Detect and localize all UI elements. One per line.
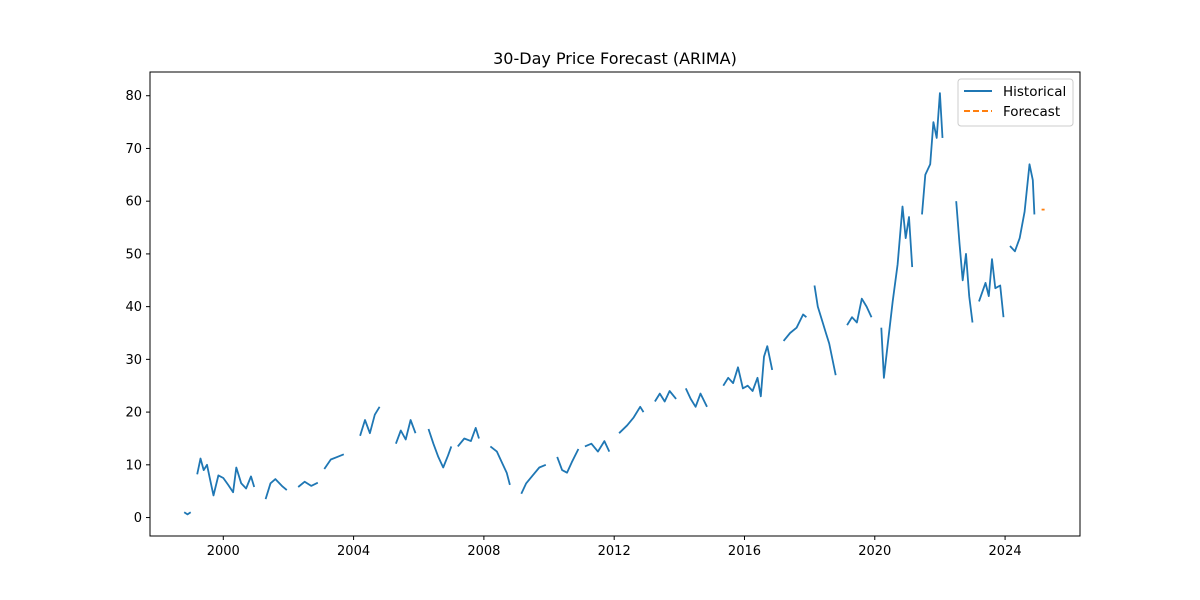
y-tick-label: 80	[125, 89, 142, 104]
historical-line-segment-5	[359, 406, 381, 437]
x-tick-label: 2000	[207, 544, 240, 559]
y-tick-label: 70	[125, 142, 142, 157]
x-tick-label: 2008	[467, 544, 500, 559]
historical-line-segment-10	[520, 463, 547, 495]
historical-line-segment-2	[264, 478, 288, 500]
y-tick-label: 40	[125, 300, 142, 315]
historical-line-segment-12	[584, 440, 611, 453]
historical-line-segment-20	[880, 205, 914, 379]
x-tick-label: 2012	[598, 544, 631, 559]
historical-line-segment-8	[457, 427, 480, 447]
historical-line-segment-24	[1009, 163, 1036, 253]
historical-line-segment-3	[297, 480, 319, 488]
x-tick-label: 2016	[728, 544, 761, 559]
chart-title: 30-Day Price Forecast (ARIMA)	[493, 49, 737, 68]
x-tick-label: 2004	[337, 544, 370, 559]
historical-line-segment-1	[196, 457, 256, 497]
y-tick-label: 20	[125, 406, 142, 421]
y-axis: 0 10 20 30 40 50 60 70 80	[125, 89, 150, 526]
historical-line-segment-14	[654, 390, 677, 403]
y-tick-label: 50	[125, 247, 142, 262]
legend-label-historical: Historical	[1003, 84, 1066, 100]
historical-line-segment-19	[846, 297, 873, 326]
x-tick-label: 2024	[989, 544, 1022, 559]
legend: Historical Forecast	[957, 78, 1074, 127]
y-tick-label: 60	[125, 195, 142, 210]
legend-label-forecast: Forecast	[1003, 104, 1060, 120]
historical-line-segment-13	[618, 405, 645, 434]
historical-line-segment-15	[684, 388, 708, 408]
historical-line-segment-7	[427, 428, 453, 469]
historical-line-segment-0	[183, 511, 192, 516]
historical-line-segment-18	[813, 285, 837, 376]
axes-frame	[149, 71, 1081, 537]
y-tick-label: 0	[134, 511, 142, 526]
historical-line-segment-9	[489, 445, 511, 486]
historical-line-segment-6	[395, 419, 417, 445]
historical-line-segment-23	[978, 258, 1005, 318]
historical-line-segment-11	[556, 448, 580, 474]
historical-line-segment-17	[782, 313, 807, 342]
x-tick-label: 2020	[858, 544, 891, 559]
historical-line-segment-4	[323, 453, 345, 470]
y-tick-label: 10	[125, 458, 142, 473]
x-axis: 2000 2004 2008 2012 2016 2020 2024	[207, 536, 1022, 559]
historical-line-segment-22	[955, 201, 974, 323]
y-tick-label: 30	[125, 353, 142, 368]
historical-line-segment-16	[722, 345, 774, 398]
historical-line-segment-21	[921, 92, 944, 215]
plot-area	[183, 92, 1045, 516]
